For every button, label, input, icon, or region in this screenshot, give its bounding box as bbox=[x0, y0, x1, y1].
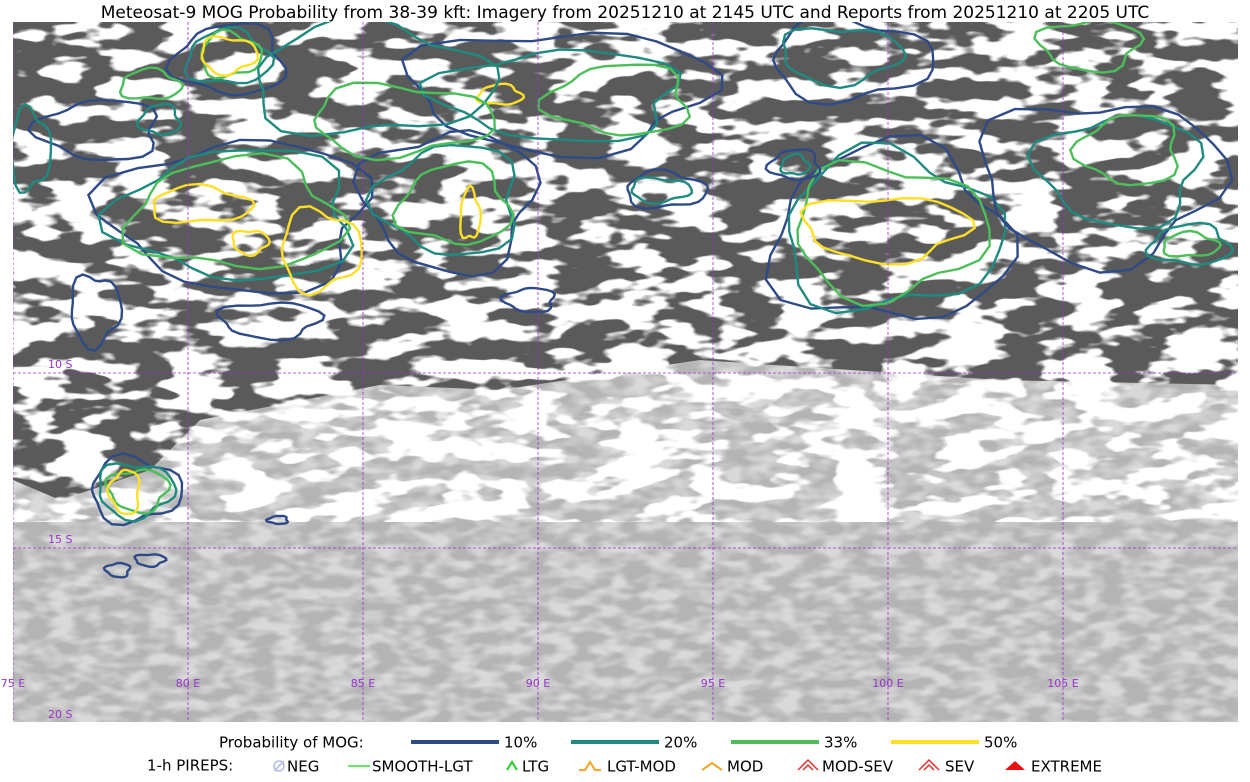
contour bbox=[781, 27, 908, 90]
lon-label: 105 E bbox=[1047, 677, 1078, 690]
contour bbox=[1068, 113, 1179, 187]
contour bbox=[70, 273, 124, 352]
lat-label: 20 S bbox=[48, 708, 72, 721]
contour bbox=[231, 229, 272, 258]
contour bbox=[978, 105, 1234, 274]
contour bbox=[1144, 221, 1235, 267]
contour bbox=[152, 182, 256, 225]
contour bbox=[779, 152, 812, 176]
contour bbox=[280, 205, 363, 297]
contour bbox=[1033, 22, 1146, 74]
lat-label: 15 S bbox=[48, 533, 72, 546]
lon-label: 80 E bbox=[176, 677, 200, 690]
contour bbox=[796, 158, 991, 308]
contour bbox=[475, 82, 526, 106]
legend-entry: NEG bbox=[287, 758, 319, 776]
contour bbox=[118, 66, 185, 101]
legend-entry: 33% bbox=[824, 734, 857, 752]
legend-entry: 20% bbox=[664, 734, 697, 752]
contour bbox=[121, 151, 352, 271]
legend-entry: EXTREME bbox=[1031, 758, 1102, 776]
legend-label: 1-h PIREPS: bbox=[147, 757, 233, 775]
pirep-symbol bbox=[506, 760, 518, 771]
legend-entry: 10% bbox=[504, 734, 537, 752]
contour bbox=[106, 468, 141, 515]
pirep-symbol bbox=[273, 760, 285, 772]
contour bbox=[764, 133, 1019, 321]
contour bbox=[264, 514, 290, 526]
contour bbox=[102, 561, 132, 579]
pirep-symbol bbox=[918, 758, 940, 771]
contour bbox=[256, 22, 501, 138]
title: Meteosat-9 MOG Probability from 38-39 kf… bbox=[101, 3, 1150, 23]
contour bbox=[313, 81, 496, 162]
contour bbox=[133, 553, 168, 568]
pirep-symbol bbox=[797, 758, 819, 771]
legend-entry: MOD bbox=[727, 758, 763, 776]
lon-label: 95 E bbox=[701, 677, 725, 690]
lon-label: 100 E bbox=[872, 677, 903, 690]
contour bbox=[537, 63, 692, 137]
contour bbox=[26, 98, 159, 162]
contour bbox=[164, 22, 288, 97]
contour bbox=[98, 462, 178, 523]
contour bbox=[215, 301, 326, 342]
contour bbox=[13, 102, 53, 194]
contour bbox=[799, 196, 977, 266]
pirep-symbol bbox=[273, 760, 285, 772]
contour bbox=[630, 176, 694, 206]
contour bbox=[352, 128, 542, 278]
legend-label: Probability of MOG: bbox=[219, 734, 364, 752]
contour bbox=[97, 149, 355, 282]
pirep-symbol bbox=[1005, 761, 1025, 770]
contour bbox=[459, 184, 483, 240]
legend-entry: MOD-SEV bbox=[822, 758, 894, 776]
contour bbox=[771, 22, 935, 107]
contour bbox=[200, 35, 260, 77]
pirep-symbol bbox=[701, 761, 723, 771]
pirep-symbol bbox=[579, 760, 601, 771]
contour bbox=[1026, 113, 1205, 230]
lon-label: 90 E bbox=[526, 677, 550, 690]
contour bbox=[364, 143, 516, 257]
legend-entry: SEV bbox=[945, 758, 975, 776]
cloud-texture bbox=[13, 22, 1238, 522]
contour bbox=[499, 286, 557, 314]
legend-entry: SMOOTH-LGT bbox=[372, 758, 473, 776]
lat-label: 10 S bbox=[48, 358, 72, 371]
contour bbox=[183, 25, 276, 85]
map bbox=[13, 22, 1238, 722]
legend-entry: 50% bbox=[984, 734, 1017, 752]
lon-label: 75 E bbox=[1, 677, 25, 690]
legend: Probability of MOG: 10% 20% 33% 50% 1-h PIREP… bbox=[147, 734, 1102, 776]
contour bbox=[391, 160, 515, 247]
mog-contours bbox=[13, 22, 1235, 579]
contour bbox=[626, 168, 709, 211]
contour bbox=[787, 141, 1007, 315]
lon-label: 85 E bbox=[351, 677, 375, 690]
contour bbox=[418, 48, 683, 143]
graticule bbox=[13, 22, 1238, 722]
legend-entry: LTG bbox=[522, 758, 549, 776]
contour bbox=[135, 102, 183, 137]
contour bbox=[86, 138, 374, 295]
contour bbox=[1162, 229, 1223, 258]
legend-entry: LGT-MOD bbox=[607, 758, 676, 776]
contour bbox=[104, 468, 172, 515]
contour bbox=[764, 148, 822, 182]
